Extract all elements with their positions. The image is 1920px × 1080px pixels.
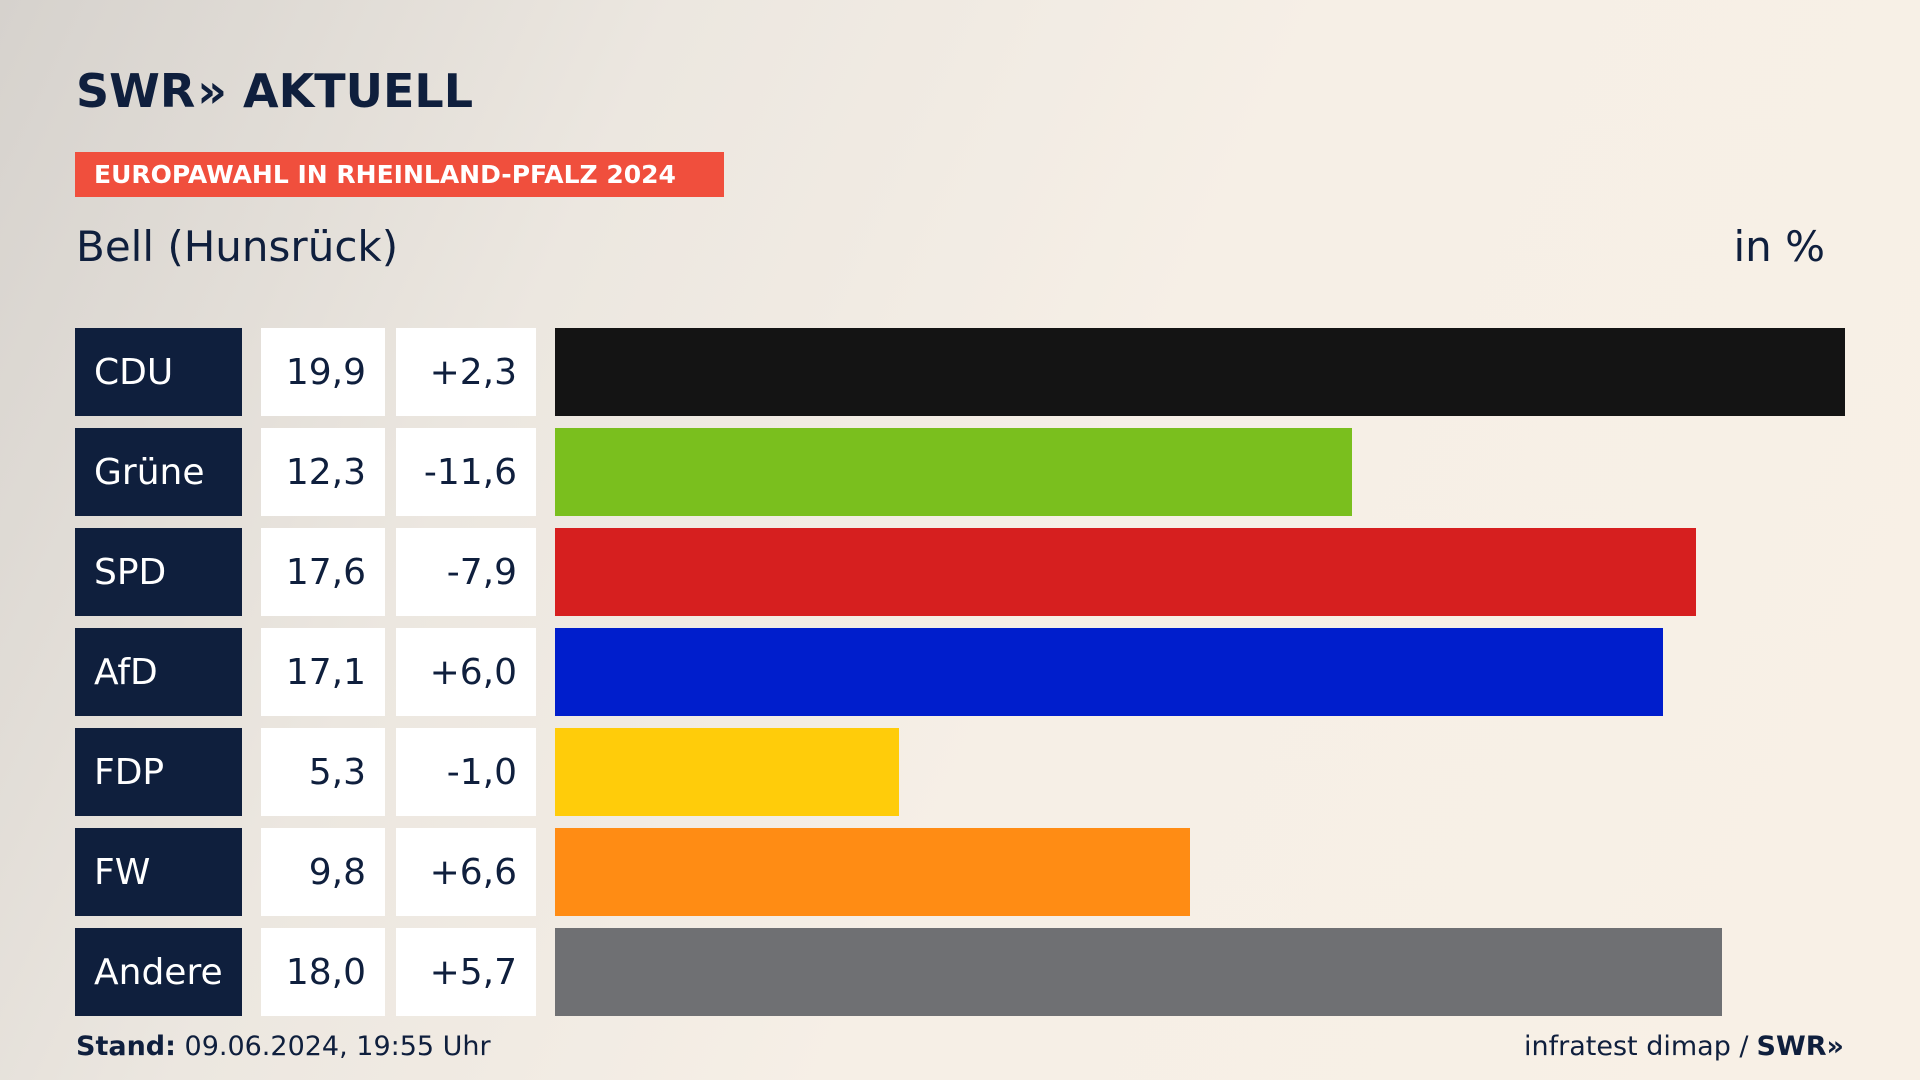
vote-share-value: 5,3 (261, 728, 385, 816)
bar (555, 428, 1352, 516)
party-label: Grüne (75, 428, 242, 516)
timestamp: Stand: 09.06.2024, 19:55 Uhr (76, 1031, 491, 1062)
unit-label: in % (1733, 222, 1825, 271)
bar (555, 728, 899, 816)
party-label: AfD (75, 628, 242, 716)
bar (555, 628, 1663, 716)
party-label: FW (75, 828, 242, 916)
vote-share-value: 17,6 (261, 528, 385, 616)
vote-share-value: 19,9 (261, 328, 385, 416)
logo-chevron-icon: » (197, 64, 228, 118)
vote-share-value: 17,1 (261, 628, 385, 716)
source-credit: infratest dimap / SWR» (1524, 1031, 1844, 1062)
bar (555, 328, 1845, 416)
party-label: SPD (75, 528, 242, 616)
election-badge: EUROPAWAHL IN RHEINLAND-PFALZ 2024 (75, 152, 724, 197)
change-value: +6,6 (396, 828, 536, 916)
vote-share-value: 12,3 (261, 428, 385, 516)
change-value: +2,3 (396, 328, 536, 416)
change-value: -1,0 (396, 728, 536, 816)
swr-aktuell-logo: SWR » AKTUELL (76, 64, 473, 118)
source-text: infratest dimap / (1524, 1031, 1749, 1062)
stand-value: 09.06.2024, 19:55 Uhr (184, 1031, 491, 1062)
change-value: +6,0 (396, 628, 536, 716)
bar (555, 828, 1190, 916)
party-label: CDU (75, 328, 242, 416)
swr-logo-small: SWR» (1756, 1031, 1844, 1062)
change-value: +5,7 (396, 928, 536, 1016)
change-value: -7,9 (396, 528, 536, 616)
location-title: Bell (Hunsrück) (76, 222, 399, 271)
stand-label: Stand: (76, 1031, 176, 1062)
vote-share-value: 9,8 (261, 828, 385, 916)
change-value: -11,6 (396, 428, 536, 516)
bar (555, 928, 1722, 1016)
party-label: Andere (75, 928, 242, 1016)
vote-share-value: 18,0 (261, 928, 385, 1016)
bar (555, 528, 1696, 616)
logo-aktuell-text: AKTUELL (243, 64, 474, 118)
party-label: FDP (75, 728, 242, 816)
logo-swr-text: SWR (76, 64, 196, 118)
